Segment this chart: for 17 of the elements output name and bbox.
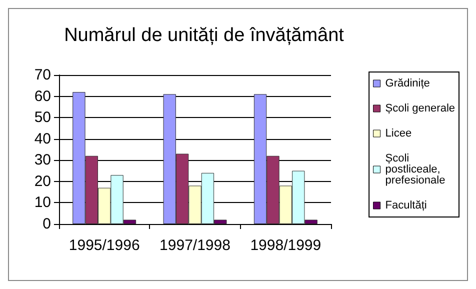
legend-label: Facultăți [385,200,427,212]
y-tick-label: 60 [34,88,51,105]
y-tick-label: 40 [34,130,51,148]
y-tick-label: 10 [34,194,51,212]
y-tick-label: 20 [34,172,51,190]
x-tick-label: 1998/1999 [250,237,322,254]
y-tick-label: 50 [34,109,51,126]
x-tick-label: 1997/1998 [160,237,230,254]
y-tick-label: 0 [42,216,51,232]
y-tick-label: 30 [34,152,51,169]
y-tick-label: 70 [34,66,51,84]
x-tick-label: 1995/1996 [68,237,140,254]
legend-label: Școli postliceale, prefesionale [385,152,446,186]
legend-label: Școli generale [385,102,456,114]
legend-label: Licee [385,128,412,140]
chart-title: Numărul de unități de învățământ [64,25,345,46]
legend-label: Grădinițe [385,78,430,90]
